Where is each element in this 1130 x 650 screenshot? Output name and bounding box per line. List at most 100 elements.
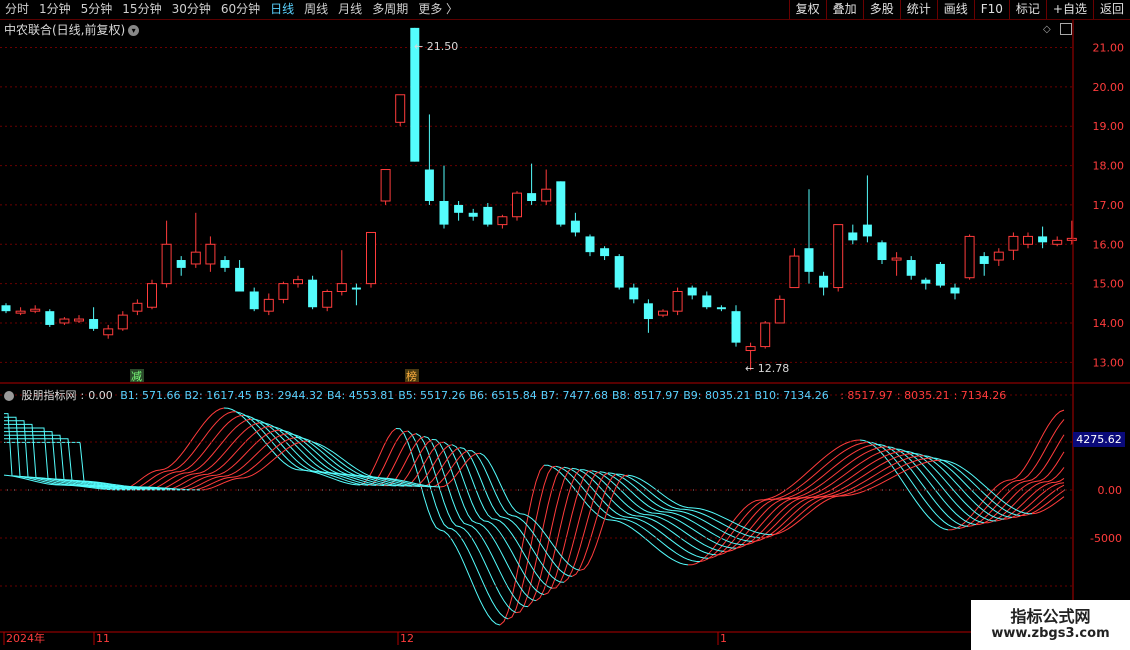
ribbon-line-4: [144, 418, 253, 491]
candle-body-down: [600, 248, 610, 257]
ribbon-line-2: [699, 441, 869, 563]
candle-body-up: [964, 235, 975, 279]
candle-body-down: [643, 303, 653, 320]
candle-body-up: [833, 224, 844, 289]
stock-title-text: 中农联合(日线,前复权): [4, 23, 126, 37]
period-tab-4[interactable]: 30分钟: [171, 2, 211, 16]
candle-body-down: [614, 256, 624, 288]
candle-body-down: [1038, 236, 1048, 243]
period-tab-1[interactable]: 1分钟: [39, 2, 71, 16]
pane-layout-icon[interactable]: [1060, 23, 1072, 35]
diamond-icon[interactable]: ◇: [1043, 24, 1051, 35]
candle-body-down: [979, 256, 989, 264]
ribbon-line-9: [1020, 490, 1065, 516]
period-tab-5[interactable]: 60分钟: [220, 2, 261, 16]
candle-body-up: [512, 192, 522, 218]
candle-body-up: [161, 243, 172, 285]
indicator-param-3: B3: 2944.32: [255, 389, 323, 402]
indicator-param-6: B6: 6515.84: [469, 389, 537, 402]
indicator-red-values: : 8517.97: 8035.21: 7134.26: [840, 389, 1010, 402]
toolbar-button-8[interactable]: 返回: [1092, 0, 1130, 19]
indicator-param-10: B10: 7134.26: [754, 389, 829, 402]
candlesticks: [1, 27, 1077, 371]
candle-body-up: [1023, 235, 1033, 245]
toolbar-button-7[interactable]: +自选: [1045, 0, 1093, 19]
ribbon-line-5: [4, 423, 157, 491]
ribbon-line-1: [543, 464, 689, 566]
candle-body-down: [819, 275, 829, 288]
price-tick-label: 14.00: [1093, 317, 1125, 330]
ribbon-line-10: [199, 440, 308, 491]
period-tab-7[interactable]: 周线: [304, 2, 329, 16]
candle-body-down: [176, 260, 186, 268]
indicator-collapse-icon[interactable]: [4, 391, 14, 401]
ribbon-line-1: [359, 428, 397, 486]
candle-body-down: [439, 201, 449, 225]
candle-body-down: [89, 319, 99, 329]
ribbon-line-7: [1003, 482, 1065, 520]
ribbon-line-4: [715, 446, 889, 556]
candle-body-down: [716, 307, 726, 310]
toolbar-button-5[interactable]: F10: [973, 0, 1009, 19]
candle-body-down: [921, 279, 931, 284]
toolbar-button-3[interactable]: 统计: [899, 0, 937, 19]
function-buttons: 复权 叠加 多股 统计 画线 F10 标记 +自选 返回: [788, 0, 1130, 19]
candle-body-down: [527, 193, 537, 201]
badge-reduce: [130, 369, 144, 382]
ribbon-line-5: [155, 422, 261, 491]
ribbon-line-2: [127, 411, 237, 491]
indicator-param-5: B5: 5517.26: [398, 389, 466, 402]
period-tab-3[interactable]: 15分钟: [122, 2, 162, 16]
time-axis-label: 1: [720, 632, 727, 645]
ribbon-line-6: [543, 470, 593, 596]
price-tick-label: 21.00: [1093, 42, 1125, 55]
period-tab-9[interactable]: 多周期: [372, 2, 409, 16]
candle-body-up: [263, 298, 274, 312]
time-axis-label: 11: [96, 632, 110, 645]
watermark: 指标公式网 www.zbgs3.com: [971, 600, 1130, 650]
ribbon-line-2: [507, 465, 557, 620]
candle-body-up: [891, 257, 902, 261]
ribbon-line-10: [1031, 496, 1065, 515]
ribbon-line-8: [4, 434, 181, 491]
candle-body-down: [585, 236, 595, 253]
toolbar-button-0[interactable]: 复权: [788, 0, 826, 19]
stock-title: 中农联合(日线,前复权) ▾: [4, 21, 140, 38]
indicator-params: B1: 571.66 B2: 1617.45 B3: 2944.32 B4: 4553…: [120, 389, 832, 402]
indicator-red-value-1: : 8035.21: [896, 389, 950, 402]
indicator-param-4: B4: 4553.81: [326, 389, 395, 402]
candle-body-down: [483, 206, 493, 225]
chevron-down-icon[interactable]: ▾: [128, 25, 140, 36]
ribbon-line-2: [555, 465, 701, 563]
indicator-name[interactable]: 股朋指标网: [21, 389, 77, 402]
indicator-param-2: B2: 1617.45: [184, 389, 252, 402]
period-tab-8[interactable]: 月线: [338, 2, 363, 16]
indicator-red-value-2: : 7134.26: [953, 389, 1007, 402]
candle-body-up: [395, 94, 406, 123]
candle-body-down: [570, 220, 580, 233]
period-tab-10[interactable]: 更多 〉: [418, 2, 459, 16]
toolbar-button-2[interactable]: 多股: [862, 0, 900, 19]
period-tab-6[interactable]: 日线: [270, 2, 295, 16]
candle-body-down: [468, 212, 478, 217]
ribbon-line-2: [407, 430, 509, 620]
indicator-tick-label: -5000: [1090, 532, 1122, 545]
candle-body-down: [424, 169, 434, 201]
toolbar-button-4[interactable]: 画线: [936, 0, 974, 19]
candle-body-up: [322, 291, 333, 308]
candle-body-down: [308, 279, 318, 308]
ribbon-line-5: [895, 448, 985, 524]
price-tick-label: 20.00: [1093, 81, 1125, 94]
candle-body-down: [235, 267, 245, 292]
toolbar-button-6[interactable]: 标记: [1008, 0, 1046, 19]
candle-body-down: [45, 311, 55, 325]
period-tab-0[interactable]: 分时: [5, 2, 30, 16]
period-tab-2[interactable]: 5分钟: [80, 2, 113, 16]
current-value-tag: 4275.62: [1073, 432, 1125, 447]
indicator-param-7: B7: 7477.68: [540, 389, 608, 402]
ribbon-line-6: [403, 441, 445, 487]
candle-body-down: [731, 311, 741, 343]
toolbar-button-1[interactable]: 叠加: [825, 0, 863, 19]
ribbon-line-9: [571, 473, 617, 577]
